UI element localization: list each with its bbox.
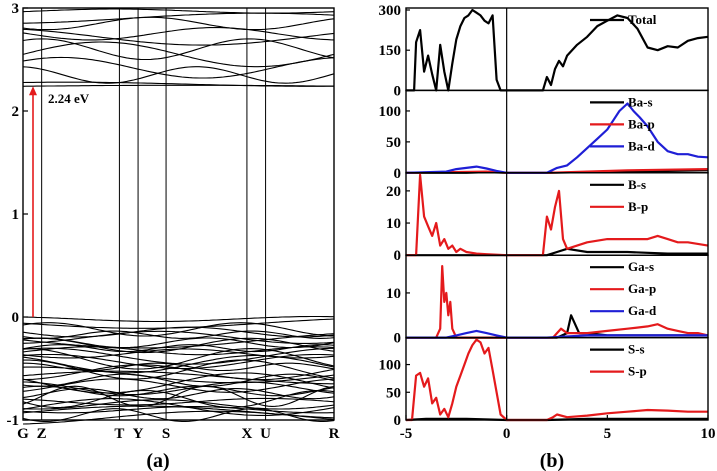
valence-band [22,389,335,409]
valence-band [22,346,335,356]
legend-label: B-s [628,177,646,192]
legend-label: Ba-s [628,94,653,109]
dos-series-line [405,102,709,174]
gap-arrow-head [29,86,37,96]
dos-ytick-label: 10 [386,286,401,302]
valence-band [22,348,335,370]
dos-subpanel: 10 0 Ga-s Ga-p Ga-d [386,254,709,347]
dos-series-line [406,173,709,257]
valence-band [22,388,335,400]
valence-band [22,385,335,407]
ytick-label: 2 [12,104,20,120]
legend-label: Ba-d [628,138,656,153]
kpoint-label: R [329,426,340,442]
conduction-band [22,28,335,46]
valence-band [23,362,335,372]
conduction-band [22,81,334,87]
dos-ytick-label: 300 [379,3,402,19]
dos-ytick-label: 100 [379,104,402,120]
legend-label: Ga-s [628,259,654,274]
valence-band [22,399,335,410]
ytick-label: 1 [12,207,20,223]
valence-band [22,370,334,385]
kpoint-label: Z [37,426,47,442]
conduction-band [22,8,335,14]
ytick-label: 0 [12,310,20,326]
valence-band [23,364,335,381]
dos-series-line [406,338,708,422]
dos-subpanel: 20 10 0 B-s B-p [386,172,709,264]
dos-panel: 3001500Total100500Ba-sBa-pBa-d20100B-sB-… [379,3,716,471]
legend-label: Ga-d [628,303,657,318]
gap-label: 2.24 eV [48,91,90,106]
kpoint-label: T [114,426,124,442]
valence-band [22,410,335,425]
band-lines [22,8,335,425]
dos-frame [405,172,709,256]
ytick-label: 3 [12,1,20,17]
dos-subpanel: 100 50 0 S-s S-p [379,336,709,429]
conduction-band [22,38,335,61]
dos-ytick-label: 0 [394,83,402,99]
xtick-label: 10 [701,426,716,442]
kpoint-label: Y [133,426,144,442]
valence-band [22,378,335,393]
valence-band-top [22,315,334,323]
dos-ytick-label: 20 [386,184,401,200]
legend-label: Ba-p [628,116,655,131]
legend-label: B-p [628,199,648,214]
dos-subpanel: 100 50 0 Ba-s Ba-p Ba-d [379,89,709,182]
valence-band [22,397,335,406]
band-structure-panel: 2.24 eV 3 2 1 0 -1G Z T Y S X U R (a) [7,1,340,471]
valence-band [22,354,335,374]
kpoint-label: G [17,426,29,442]
dos-series-line [406,265,709,339]
dos-ytick-label: 50 [386,135,401,151]
dos-ytick-label: 0 [394,166,402,182]
conduction-band [22,27,335,41]
xtick-label: -5 [400,426,413,442]
valence-band [22,373,335,387]
dos-ytick-label: 0 [394,413,402,429]
valence-band [22,366,335,384]
dos-series-line [406,8,709,92]
dos-ytick-label: 0 [394,248,402,264]
dos-plot: 3001500Total100500Ba-sBa-pBa-d20100B-sB-… [379,3,716,442]
legend-label: S-s [628,342,645,357]
dos-series-line [406,329,708,339]
kpoint-label: U [260,426,271,442]
legend-label: Total [628,12,657,27]
dos-frame [405,336,709,421]
caption-b: (b) [540,450,564,471]
valence-band [22,330,335,339]
legend-label: S-p [628,364,647,379]
dos-ytick-label: 10 [386,216,401,232]
band-axis: 3 2 1 0 -1G Z T Y S X U R [7,1,340,442]
valence-band [23,381,335,396]
conduction-band [22,66,335,84]
dos-ytick-label: 50 [386,385,401,401]
valence-band [22,408,335,422]
caption-a: (a) [146,450,169,471]
legend-label: Ga-p [628,281,656,296]
ytick-label: -1 [7,413,20,429]
conduction-band [23,12,335,24]
xtick-label: 5 [604,426,612,442]
valence-band [22,322,335,337]
dos-frame [405,89,709,174]
dos-ytick-label: 150 [379,43,402,59]
valence-band [22,330,335,344]
valence-band [22,344,335,353]
conduction-band [22,56,335,79]
dos-ytick-label: 100 [379,358,402,374]
xtick-label: 0 [503,426,511,442]
conduction-band [22,16,335,31]
kpoint-label: S [162,426,170,442]
dos-ytick-label: 0 [394,331,402,347]
valence-band [22,326,335,338]
kpoint-label: X [241,426,252,442]
dos-series-line [406,247,708,257]
dos-subpanel: 300 150 0 Total [379,3,709,99]
